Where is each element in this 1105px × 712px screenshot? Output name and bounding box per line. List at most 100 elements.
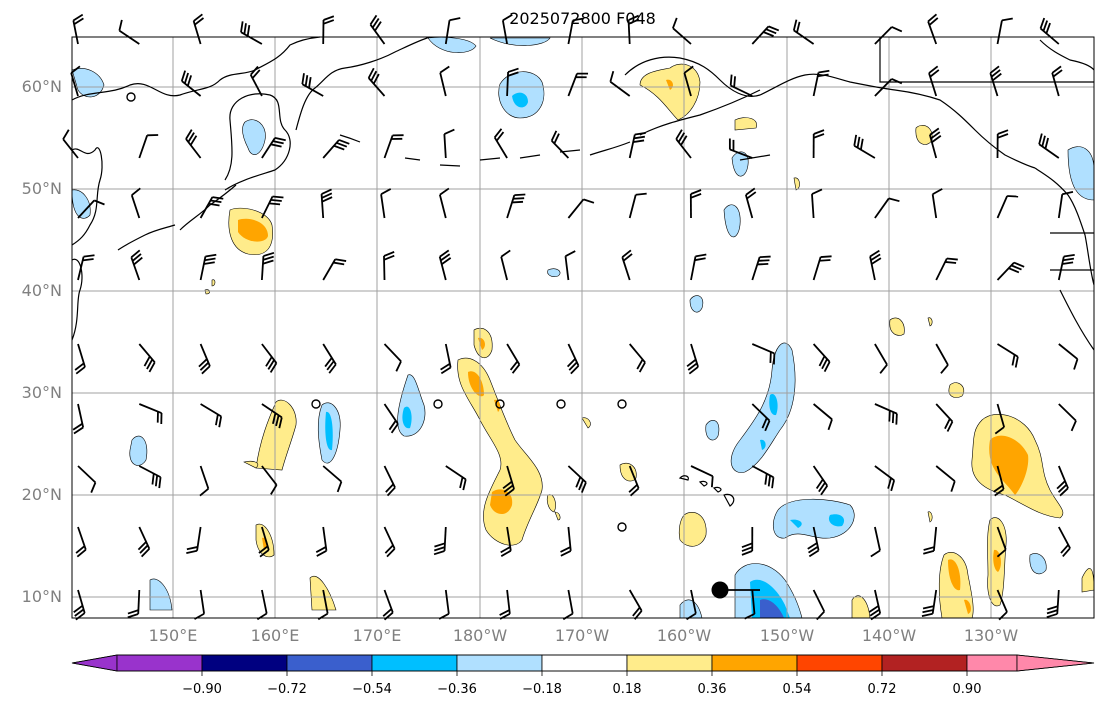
wind-barb (690, 465, 714, 488)
wind-barb (1051, 65, 1063, 97)
wind-barb (438, 249, 452, 281)
graticule (72, 37, 1094, 618)
wind-barb (874, 465, 896, 492)
wind-barb (921, 589, 938, 617)
wind-barb (935, 257, 958, 281)
wind-barb (672, 17, 692, 45)
wind-barb (137, 526, 151, 558)
lat-label-30n: 30°N (21, 383, 62, 402)
wind-barb (807, 526, 820, 558)
wind-barb (261, 251, 275, 281)
colorbar (71, 654, 1095, 676)
wind-barb (567, 72, 589, 97)
wind-barb (870, 526, 881, 558)
wind-barb (186, 526, 202, 554)
wind-barb (874, 343, 888, 374)
wind-barb (502, 465, 515, 497)
wind-barb (320, 188, 333, 219)
wind-barb (996, 129, 1009, 159)
wind-barb (627, 14, 640, 45)
wind-barb (500, 526, 512, 557)
wind-barb (75, 526, 87, 558)
wind-barb (567, 198, 595, 219)
wind-barb (997, 343, 1019, 368)
wind-barb (500, 249, 511, 281)
wind-barb (198, 343, 211, 375)
wind-barb (440, 343, 452, 375)
wind-barb (62, 129, 79, 159)
wind-barb (261, 343, 278, 373)
wind-barb (629, 343, 646, 373)
wind-barb (74, 343, 86, 375)
wind-barb (1058, 343, 1079, 370)
wind-barb (812, 589, 826, 621)
wind-barb (258, 526, 270, 558)
wind-barb (383, 526, 396, 558)
wind-barb (383, 465, 396, 497)
wind-barb (261, 403, 283, 429)
wind-barb (256, 589, 268, 621)
colorbar-tick-label: 0.54 (782, 682, 812, 697)
wind-barb (989, 65, 1002, 97)
wind-barb (130, 187, 141, 219)
wind-barb (935, 403, 954, 432)
wind-barb (567, 465, 587, 493)
wind-barb (317, 589, 329, 621)
wind-barb (194, 589, 205, 620)
wind-barb (72, 403, 85, 435)
wind-barb (301, 73, 324, 97)
wind-barb (138, 403, 163, 425)
wind-barb (550, 130, 570, 159)
wind-barb (1058, 403, 1077, 432)
wind-barb (138, 465, 162, 489)
wind-barb (812, 343, 831, 373)
coastlines (71, 36, 1095, 507)
wind-barb (812, 255, 832, 281)
wind-barb (192, 13, 205, 45)
wind-barb (628, 132, 646, 159)
wind-barb (199, 196, 224, 219)
wind-barb (813, 403, 833, 431)
wind-barb (77, 465, 97, 493)
wind-barb (369, 14, 386, 45)
wind-barb (751, 343, 776, 365)
wind-barb (382, 589, 394, 621)
wind-barb (927, 13, 939, 45)
lon-label-130w: 130°W (963, 626, 1019, 645)
wind-barb (560, 526, 572, 557)
wind-barb (261, 136, 286, 159)
wind-barb (996, 17, 1013, 45)
wind-barb (127, 589, 141, 619)
wind-barb (180, 70, 202, 97)
lon-label-150e: 150°E (148, 626, 198, 645)
wind-barb (506, 67, 519, 97)
wind-barb (501, 13, 513, 45)
wind-barb (322, 15, 335, 45)
wind-barb (383, 134, 404, 159)
wind-barb (751, 403, 771, 432)
wind-barb (380, 188, 392, 219)
wind-barb (853, 134, 876, 159)
lon-label-170e: 170°E (352, 626, 402, 645)
wind-barb (499, 589, 511, 620)
map-frame (71, 36, 1095, 619)
wind-barb (445, 465, 467, 491)
wind-barb (200, 403, 223, 428)
wind-barb (199, 253, 217, 281)
wind-barb (1046, 589, 1060, 619)
wind-barb (874, 197, 900, 219)
wind-barb (73, 589, 86, 621)
wind-barb (874, 26, 903, 45)
lon-label-180w: 180°W (452, 626, 508, 645)
lon-label-140w: 140°W (861, 626, 917, 645)
wind-barb (812, 129, 825, 159)
wind-barb (935, 343, 949, 374)
wind-barb (993, 465, 1005, 497)
wind-barb (118, 19, 140, 45)
colorbar-tick-label: −0.36 (437, 682, 477, 697)
wind-barb (1039, 17, 1060, 45)
wind-barb (185, 129, 202, 159)
wind-barb (70, 65, 81, 97)
wind-barb (138, 343, 156, 373)
